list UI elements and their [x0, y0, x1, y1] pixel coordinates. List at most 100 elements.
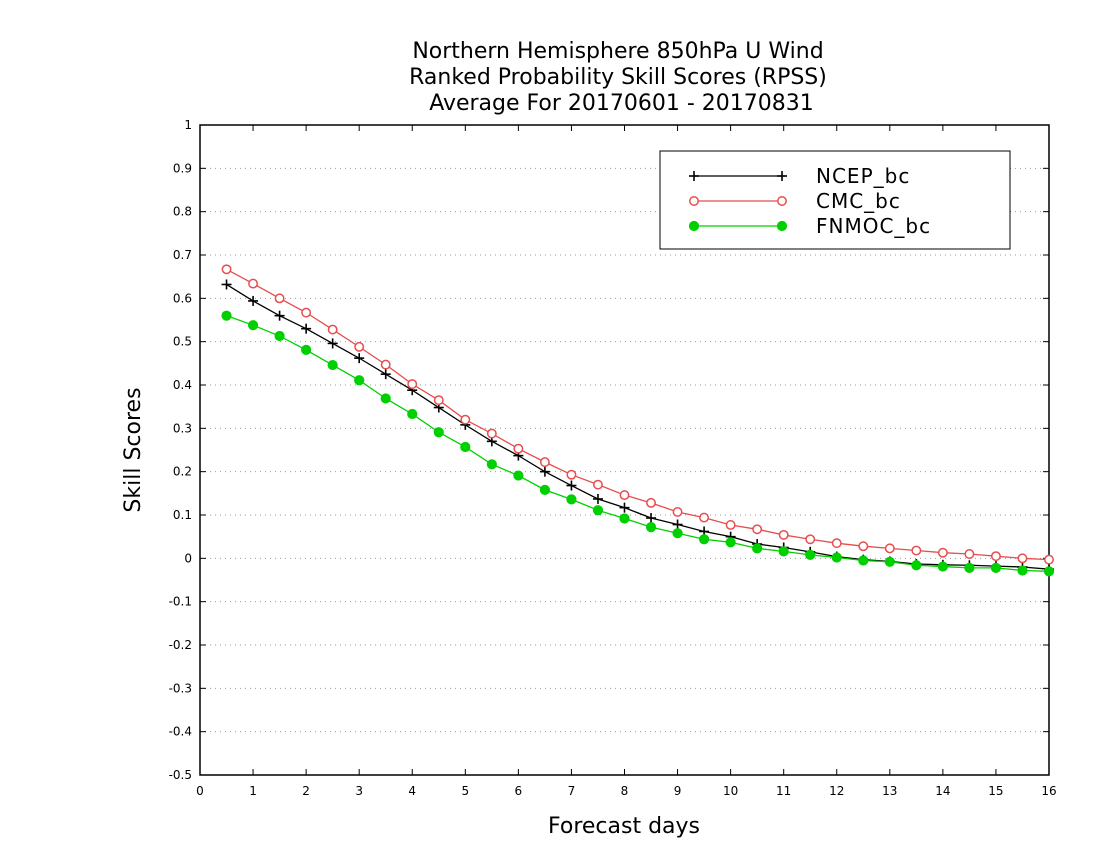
- data-point: [513, 470, 524, 481]
- data-point: [1043, 566, 1055, 577]
- legend-label: NCEP_bc: [816, 164, 910, 188]
- data-point: [380, 393, 391, 404]
- data-point: [778, 546, 789, 557]
- data-point: [460, 414, 471, 425]
- title-line-2: Ranked Probability Skill Scores (RPSS): [409, 65, 827, 90]
- data-point: [911, 560, 922, 571]
- data-point: [689, 196, 699, 206]
- x-tick-label: 16: [1041, 784, 1056, 798]
- data-point: [460, 441, 471, 453]
- data-point: [1017, 565, 1028, 576]
- legend-item-cmc-bc: CMC_bc: [689, 189, 901, 213]
- data-point: [513, 443, 524, 454]
- data-point: [689, 171, 699, 181]
- series-group: [221, 264, 1055, 577]
- data-point: [831, 552, 842, 563]
- y-tick-label: 1: [184, 118, 192, 132]
- x-tick-label: 11: [776, 784, 791, 798]
- data-point: [221, 279, 232, 290]
- data-point: [698, 534, 710, 545]
- data-point: [777, 196, 787, 206]
- x-tick-label: 2: [302, 784, 310, 798]
- legend-box: [659, 150, 1011, 250]
- y-tick-label: 0: [184, 551, 192, 565]
- y-tick-label: 0.1: [173, 508, 192, 522]
- data-point: [699, 512, 710, 523]
- data-point: [858, 541, 869, 552]
- data-point: [407, 379, 418, 390]
- y-tick-label: -0.4: [169, 725, 192, 739]
- title-line-1: Northern Hemisphere 850hPa U Wind: [412, 39, 823, 64]
- data-point: [619, 513, 630, 524]
- series-line: [226, 268, 1050, 561]
- data-point: [274, 293, 285, 304]
- data-point: [1044, 554, 1054, 565]
- data-point: [619, 502, 630, 513]
- data-point: [911, 545, 922, 556]
- data-point: [566, 480, 577, 491]
- data-point: [884, 543, 895, 554]
- data-point: [433, 427, 444, 438]
- data-point: [592, 505, 604, 516]
- x-tick-label: 5: [461, 784, 469, 798]
- data-point: [805, 549, 816, 560]
- series-line: [226, 315, 1050, 572]
- y-tick-labels: 1 0.9 0.8 0.7 0.6 0.5 0.4 0.3 0.2 0.1 0 -0.1 -0.2 -0.…: [169, 118, 192, 782]
- y-axis-label: Skill Scores: [121, 387, 146, 512]
- data-point: [566, 494, 577, 505]
- y-tick-label: 0.4: [173, 378, 192, 392]
- x-tick-label: 1: [249, 784, 257, 798]
- y-tick-label: 0.7: [173, 248, 192, 262]
- grid-lines: [200, 167, 1049, 733]
- data-point: [964, 549, 975, 559]
- x-tick-label: 6: [515, 784, 523, 798]
- data-point: [990, 562, 1002, 573]
- y-tick-label: -0.2: [169, 638, 192, 652]
- data-point: [858, 555, 869, 566]
- x-tick-label: 3: [355, 784, 363, 798]
- data-point: [301, 344, 312, 355]
- data-point: [247, 320, 259, 331]
- data-point: [327, 359, 338, 371]
- data-point: [725, 520, 736, 530]
- y-tick-label: 0.9: [173, 161, 192, 175]
- x-tick-label: 4: [408, 784, 416, 798]
- x-tick-label: 10: [723, 784, 738, 798]
- data-point: [327, 338, 338, 349]
- y-tick-label: 0.3: [173, 421, 192, 435]
- y-tick-label: 0.8: [173, 205, 192, 219]
- data-point: [354, 353, 365, 364]
- y-tick-label: -0.5: [169, 768, 192, 782]
- data-point: [354, 375, 365, 386]
- data-point: [592, 493, 603, 504]
- axes: [199, 124, 1050, 776]
- data-point: [778, 529, 789, 540]
- data-point: [646, 513, 657, 524]
- legend-label: FNMOC_bc: [816, 214, 931, 238]
- y-tick-label: 0.5: [173, 335, 192, 349]
- series-cmc-bc: [221, 264, 1054, 565]
- data-point: [645, 522, 657, 533]
- x-tick-label: 0: [196, 784, 204, 798]
- data-point: [688, 220, 700, 232]
- data-point: [937, 547, 948, 558]
- data-point: [672, 519, 683, 530]
- x-tick-label: 13: [882, 784, 897, 798]
- legend-item-fnmoc-bc: FNMOC_bc: [688, 214, 931, 238]
- chart-title: Northern Hemisphere 850hPa U Wind Ranked…: [409, 39, 827, 116]
- data-point: [646, 497, 656, 508]
- series-line: [226, 283, 1050, 570]
- data-point: [221, 264, 232, 275]
- data-point: [831, 538, 842, 549]
- data-point: [407, 408, 418, 420]
- data-point: [805, 534, 816, 545]
- y-tick-label: 0.2: [173, 465, 192, 479]
- series-fnmoc-bc: [221, 310, 1055, 577]
- data-point: [274, 330, 285, 342]
- series-ncep-bc: [221, 279, 1054, 575]
- legend-label: CMC_bc: [816, 189, 901, 213]
- data-point: [486, 459, 497, 470]
- data-point: [539, 484, 551, 495]
- data-point: [327, 324, 338, 335]
